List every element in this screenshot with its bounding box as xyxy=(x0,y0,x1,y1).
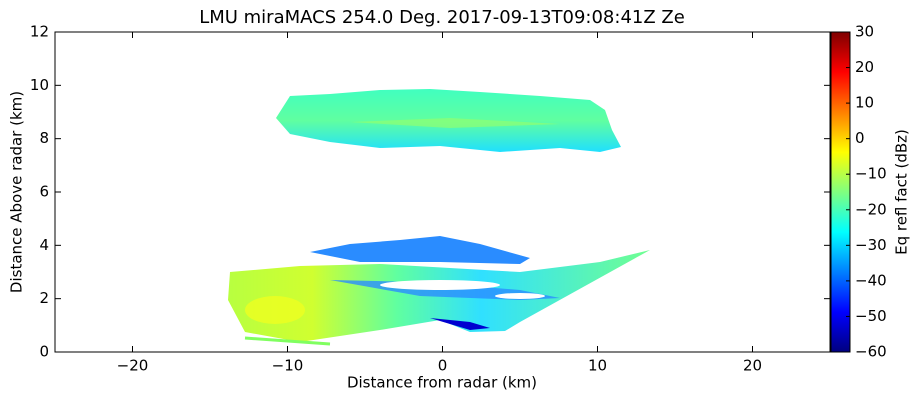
x-tick-label: −10 xyxy=(272,357,304,375)
y-axis-label: Distance Above radar (km) xyxy=(8,91,26,293)
colorbar-tick-label: 30 xyxy=(855,23,874,41)
y-tick-label: 12 xyxy=(30,23,49,41)
y-tick-label: 6 xyxy=(39,183,49,201)
echo xyxy=(228,89,650,346)
colorbar xyxy=(830,31,851,353)
colorbar-tick-label: −40 xyxy=(855,271,887,289)
colorbar-tick-label: −20 xyxy=(855,200,887,218)
y-tick-label: 8 xyxy=(39,129,49,147)
x-tick-label: 10 xyxy=(588,357,607,375)
chart-title: LMU miraMACS 254.0 Deg. 2017-09-13T09:08… xyxy=(199,7,685,28)
colorbar-tick-label: 10 xyxy=(855,94,874,112)
colorbar-tick-label: −10 xyxy=(855,165,887,183)
y-tick-label: 2 xyxy=(39,289,49,307)
x-tick-label: 0 xyxy=(438,357,448,375)
y-tick-label: 10 xyxy=(30,76,49,94)
x-tick-label: −20 xyxy=(117,357,149,375)
x-axis-label: Distance from radar (km) xyxy=(347,374,537,392)
colorbar-tick-label: 20 xyxy=(855,58,874,76)
colorbar-tick-label: −50 xyxy=(855,307,887,325)
y-tick-label: 0 xyxy=(39,343,49,361)
colorbar-tick-label: −30 xyxy=(855,236,887,254)
colorbar-label: Eq refl fact (dBz) xyxy=(893,129,911,255)
y-tick-label: 4 xyxy=(39,236,49,254)
colorbar-tick-label: −60 xyxy=(855,343,887,361)
colorbar-tick-label: 0 xyxy=(855,129,865,147)
x-tick-label: 20 xyxy=(743,357,762,375)
